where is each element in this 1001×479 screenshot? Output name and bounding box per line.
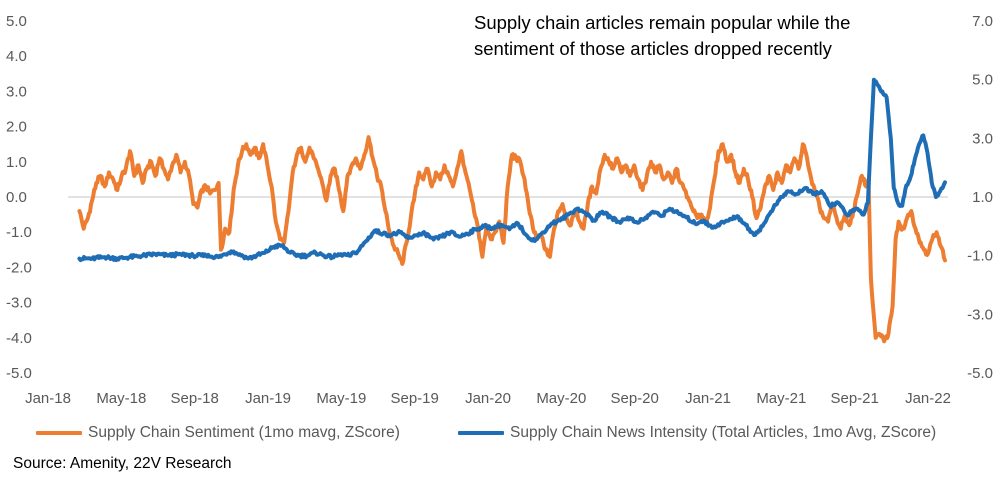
- left-y-tick-label: -2.0: [6, 259, 32, 276]
- x-tick-label: Jan-21: [685, 390, 731, 407]
- left-y-tick-label: 0.0: [6, 189, 27, 206]
- x-tick-label: Jan-19: [245, 390, 291, 407]
- chart-annotation: Supply chain articles remain popular whi…: [474, 12, 851, 59]
- source-note: Source: Amenity, 22V Research: [13, 455, 232, 472]
- left-y-tick-label: 5.0: [6, 13, 27, 30]
- right-y-tick-label: 1.0: [972, 189, 993, 206]
- legend-label-sentiment: Supply Chain Sentiment (1mo mavg, ZScore…: [88, 424, 400, 441]
- x-tick-label: Sep-19: [390, 390, 438, 407]
- legend-swatch-news-intensity: [458, 431, 504, 435]
- right-y-tick-label: -1.0: [967, 248, 993, 265]
- right-y-axis: 7.0 5.0 3.0 1.0 -1.0 -3.0 -5.0: [967, 13, 993, 382]
- legend: Supply Chain Sentiment (1mo mavg, ZScore…: [36, 424, 1001, 446]
- x-axis: Jan-18 May-18 Sep-18 Jan-19 May-19 Sep-19 Jan-…: [25, 390, 951, 407]
- legend-item-news-intensity: Supply Chain News Intensity (Total Artic…: [458, 424, 936, 442]
- right-y-tick-label: 5.0: [972, 72, 993, 89]
- legend-label-news-intensity: Supply Chain News Intensity (Total Artic…: [510, 424, 937, 441]
- x-tick-label: Jan-20: [465, 390, 511, 407]
- x-tick-label: Jan-18: [25, 390, 71, 407]
- right-y-tick-label: 3.0: [972, 130, 993, 147]
- right-y-tick-label: -5.0: [967, 365, 993, 382]
- series-line-sentiment: [77, 135, 947, 344]
- x-tick-label: Sep-20: [610, 390, 658, 407]
- left-y-tick-label: -5.0: [6, 365, 32, 382]
- left-y-axis: 5.0 4.0 3.0 2.0 1.0 0.0 -1.0 -2.0 -3.0 -4.0 -5.0: [6, 13, 32, 382]
- left-y-tick-label: -4.0: [6, 330, 32, 347]
- left-y-tick-label: -3.0: [6, 295, 32, 312]
- left-y-tick-label: -1.0: [6, 224, 32, 241]
- right-y-tick-label: -3.0: [967, 306, 993, 323]
- legend-swatch-sentiment: [36, 431, 82, 435]
- x-tick-label: Sep-18: [170, 390, 218, 407]
- series-layer: [77, 77, 947, 344]
- left-y-tick-label: 2.0: [6, 119, 27, 136]
- x-tick-label: May-21: [756, 390, 806, 407]
- left-y-tick-label: 4.0: [6, 48, 27, 65]
- right-y-tick-label: 7.0: [972, 13, 993, 30]
- x-tick-label: Jan-22: [905, 390, 951, 407]
- x-tick-label: May-19: [316, 390, 366, 407]
- legend-item-sentiment: Supply Chain Sentiment (1mo mavg, ZScore…: [36, 424, 400, 442]
- x-tick-label: Sep-21: [830, 390, 878, 407]
- x-tick-label: May-18: [96, 390, 146, 407]
- x-tick-label: May-20: [536, 390, 586, 407]
- left-y-tick-label: 1.0: [6, 154, 27, 171]
- series-line-news-intensity: [77, 77, 947, 263]
- left-y-tick-label: 3.0: [6, 83, 27, 100]
